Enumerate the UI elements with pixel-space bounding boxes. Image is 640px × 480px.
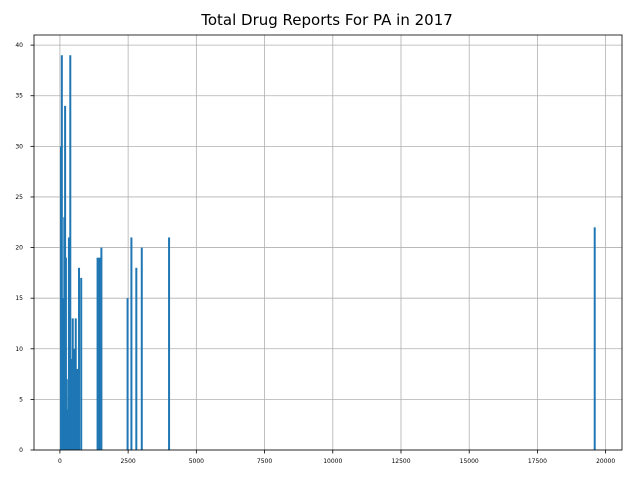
bar <box>98 257 101 450</box>
bar <box>66 409 69 450</box>
plot-frame <box>33 34 623 451</box>
y-tick-label: 25 <box>15 194 23 201</box>
bar <box>74 318 77 450</box>
bar <box>126 298 129 450</box>
chart-title: Total Drug Reports For PA in 2017 <box>201 11 453 29</box>
bar <box>67 237 70 450</box>
bar <box>130 237 133 450</box>
y-tick-label: 15 <box>15 295 23 302</box>
bar <box>69 55 72 451</box>
bar <box>135 267 138 450</box>
x-tick-label: 17500 <box>528 458 547 465</box>
bar <box>80 277 83 450</box>
y-tick-label: 30 <box>15 143 23 150</box>
y-tick-label: 10 <box>15 346 23 353</box>
bar <box>64 257 67 450</box>
bar <box>140 247 143 450</box>
y-tick-label: 35 <box>15 93 23 100</box>
bar <box>78 267 81 450</box>
x-tick-label: 10000 <box>323 458 342 465</box>
y-tick-label: 0 <box>19 447 23 454</box>
bar <box>62 298 65 450</box>
bar <box>70 358 73 450</box>
bar <box>60 55 63 451</box>
bar <box>168 237 171 450</box>
bar <box>75 369 78 450</box>
bar <box>96 257 99 450</box>
y-tick-label: 40 <box>15 42 23 49</box>
bar <box>593 227 596 450</box>
bar <box>71 318 74 450</box>
bar <box>76 369 79 450</box>
x-tick-label: 0 <box>58 458 62 465</box>
x-tick-label: 5000 <box>189 458 204 465</box>
x-tick-label: 7500 <box>257 458 272 465</box>
bar <box>100 247 103 450</box>
x-tick-label: 12500 <box>391 458 410 465</box>
y-tick-label: 20 <box>15 245 23 252</box>
y-tick-label: 5 <box>19 396 23 403</box>
x-tick-label: 20000 <box>596 458 615 465</box>
bar <box>73 348 76 450</box>
x-tick-label: 2500 <box>120 458 135 465</box>
x-tick-label: 15000 <box>460 458 479 465</box>
